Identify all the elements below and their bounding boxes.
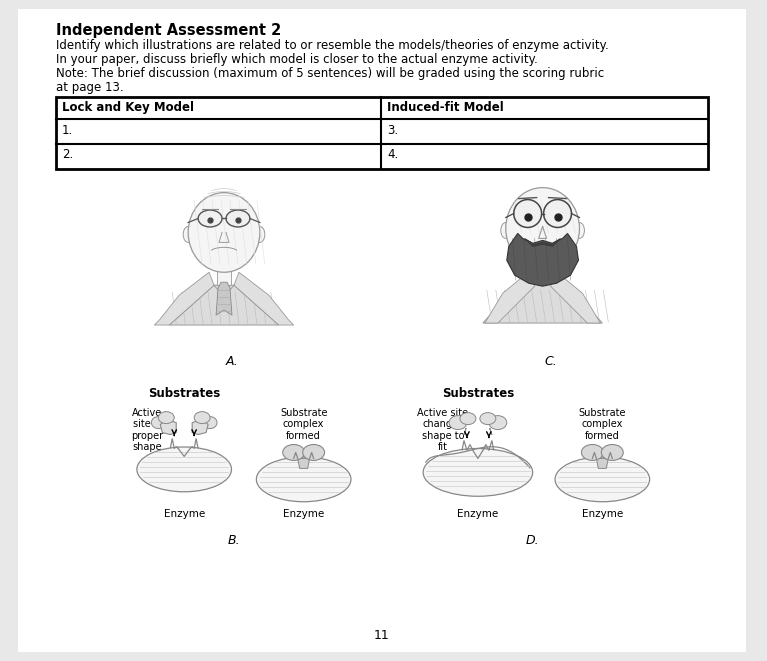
- Circle shape: [514, 200, 542, 227]
- Ellipse shape: [581, 444, 604, 461]
- Ellipse shape: [256, 457, 351, 502]
- Ellipse shape: [555, 457, 650, 502]
- Text: Independent Assessment 2: Independent Assessment 2: [56, 23, 281, 38]
- Ellipse shape: [151, 416, 165, 428]
- Bar: [535, 264, 550, 276]
- Text: B.: B.: [228, 534, 240, 547]
- Ellipse shape: [449, 416, 467, 430]
- Polygon shape: [216, 282, 232, 315]
- Ellipse shape: [601, 444, 624, 461]
- Polygon shape: [525, 239, 561, 247]
- Text: In your paper, discuss briefly which model is closer to the actual enzyme activi: In your paper, discuss briefly which mod…: [56, 54, 538, 66]
- Text: Enzyme: Enzyme: [283, 509, 324, 519]
- Text: Substrates: Substrates: [148, 387, 220, 400]
- Ellipse shape: [501, 223, 511, 239]
- Ellipse shape: [423, 448, 532, 496]
- Polygon shape: [485, 270, 535, 323]
- Circle shape: [544, 200, 571, 227]
- Ellipse shape: [194, 412, 210, 424]
- Ellipse shape: [480, 412, 495, 424]
- Ellipse shape: [198, 210, 222, 227]
- Text: 2.: 2.: [61, 148, 73, 161]
- Text: A.: A.: [225, 355, 239, 368]
- Ellipse shape: [158, 412, 174, 424]
- Ellipse shape: [255, 227, 265, 243]
- Text: Substrate
complex
formed: Substrate complex formed: [280, 408, 328, 441]
- Ellipse shape: [203, 416, 217, 428]
- Polygon shape: [597, 459, 608, 469]
- Ellipse shape: [460, 412, 476, 424]
- Text: Enzyme: Enzyme: [457, 509, 499, 519]
- Polygon shape: [298, 459, 310, 469]
- Text: Induced-fit Model: Induced-fit Model: [387, 102, 504, 114]
- Polygon shape: [160, 420, 176, 434]
- Text: Identify which illustrations are related to or resemble the models/theories of e: Identify which illustrations are related…: [56, 39, 608, 52]
- Text: 3.: 3.: [387, 124, 398, 137]
- Ellipse shape: [183, 227, 193, 243]
- Text: Enzyme: Enzyme: [581, 509, 623, 519]
- Ellipse shape: [283, 444, 304, 461]
- Text: Note: The brief discussion (maximum of 5 sentences) will be graded using the sco: Note: The brief discussion (maximum of 5…: [56, 67, 604, 80]
- Bar: [56, 97, 708, 169]
- Polygon shape: [193, 420, 208, 434]
- Text: 1.: 1.: [61, 124, 73, 137]
- Polygon shape: [170, 285, 278, 325]
- Text: Substrate
complex
formed: Substrate complex formed: [578, 408, 626, 441]
- Ellipse shape: [489, 416, 507, 430]
- Text: Substrates: Substrates: [442, 387, 514, 400]
- Text: Lock and Key Model: Lock and Key Model: [61, 102, 194, 114]
- Text: D.: D.: [526, 534, 539, 547]
- Ellipse shape: [303, 444, 324, 461]
- Text: 4.: 4.: [387, 148, 399, 161]
- Ellipse shape: [226, 210, 250, 227]
- Ellipse shape: [137, 447, 232, 492]
- Ellipse shape: [188, 192, 260, 272]
- Ellipse shape: [505, 188, 579, 269]
- Ellipse shape: [574, 223, 584, 239]
- Text: C.: C.: [545, 355, 557, 368]
- Polygon shape: [551, 270, 601, 323]
- Text: 11: 11: [374, 629, 389, 642]
- Polygon shape: [154, 272, 214, 325]
- Polygon shape: [234, 272, 294, 325]
- Text: Active site
changes
shape to
fit: Active site changes shape to fit: [417, 408, 469, 453]
- Text: at page 13.: at page 13.: [56, 81, 123, 94]
- Bar: [217, 267, 231, 285]
- Polygon shape: [507, 233, 578, 286]
- Text: Active
site is
proper
shape: Active site is proper shape: [131, 408, 163, 453]
- Polygon shape: [483, 270, 602, 323]
- Text: Enzyme: Enzyme: [163, 509, 205, 519]
